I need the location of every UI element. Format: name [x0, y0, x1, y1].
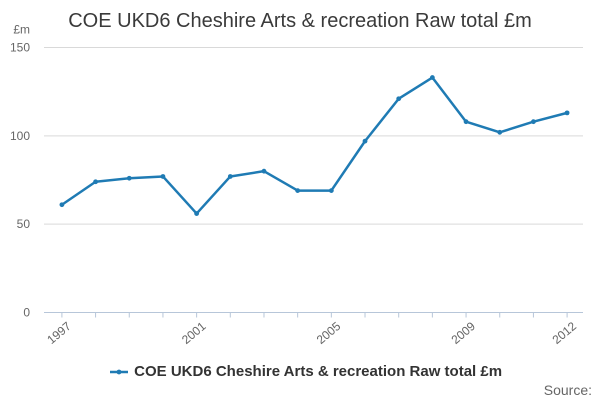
- svg-text:50: 50: [17, 217, 31, 231]
- svg-text:0: 0: [23, 306, 30, 320]
- svg-text:2005: 2005: [314, 319, 344, 347]
- svg-text:1997: 1997: [44, 319, 74, 347]
- svg-text:2012: 2012: [550, 319, 580, 347]
- svg-text:150: 150: [10, 41, 30, 55]
- svg-text:2009: 2009: [449, 319, 479, 347]
- svg-text:2001: 2001: [179, 319, 209, 347]
- svg-text:100: 100: [10, 129, 30, 143]
